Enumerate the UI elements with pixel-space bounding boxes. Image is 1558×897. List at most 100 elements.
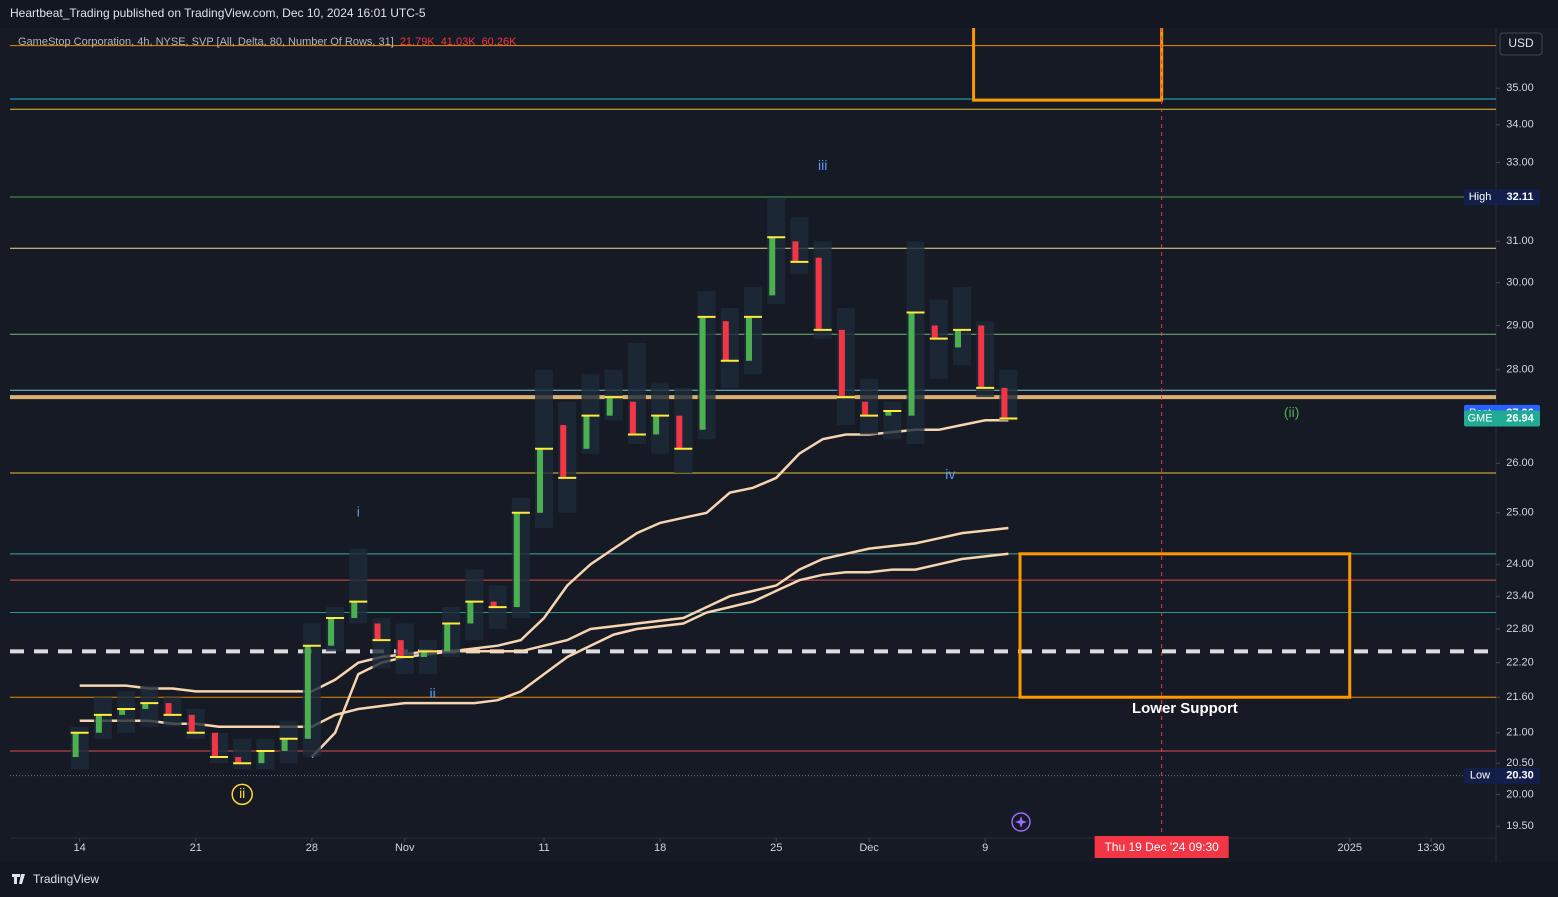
- candle-range: [279, 720, 298, 764]
- star-glyph: [1015, 816, 1027, 828]
- candle-body: [583, 415, 590, 449]
- y-tick-label: 30.00: [1506, 277, 1534, 289]
- candle-body: [722, 321, 729, 361]
- candle-range: [140, 685, 159, 727]
- annotation: iii: [818, 157, 827, 173]
- candle-body: [537, 448, 544, 513]
- x-tick-label: 9: [982, 842, 988, 854]
- x-tick-label: 18: [654, 842, 666, 854]
- candle-body: [815, 257, 822, 330]
- candle-body: [954, 329, 961, 348]
- price-tag: [1464, 188, 1540, 205]
- annotation: (ii): [1284, 404, 1300, 420]
- legend-value: 41.03K: [441, 36, 477, 48]
- header-bar: [0, 0, 1558, 28]
- candle-body: [746, 316, 752, 361]
- candle-body: [560, 425, 567, 478]
- candle-body: [188, 714, 195, 733]
- y-tick-label: 34.00: [1506, 119, 1534, 131]
- candle-body: [931, 325, 938, 339]
- y-tick-label: 35.00: [1506, 82, 1534, 94]
- annotation-circle: [231, 783, 253, 806]
- candle-body: [351, 601, 358, 618]
- vwap-line: [79, 552, 1009, 729]
- footer-text: TradingView: [33, 872, 99, 886]
- x-tick-label: 14: [74, 842, 86, 854]
- candle-body: [444, 623, 451, 652]
- candle-body: [490, 601, 497, 608]
- candle-range: [674, 387, 693, 474]
- plot-area: [10, 28, 1496, 838]
- tv-logo: [12, 874, 25, 884]
- x-tick-label: 2025: [1337, 842, 1361, 854]
- y-tick-label: 20.50: [1506, 757, 1534, 769]
- candle-body: [72, 732, 79, 758]
- price-tag-name: High: [1469, 191, 1492, 203]
- legend-value: 60.26K: [482, 36, 518, 48]
- x-tick-label: Nov: [395, 842, 415, 854]
- price-tag-name: GME: [1467, 412, 1492, 424]
- footer-bar: [0, 862, 1558, 897]
- candle-body: [258, 750, 265, 764]
- x-tick-label: 25: [770, 842, 782, 854]
- candle-range: [233, 738, 252, 770]
- candle-body: [95, 714, 102, 733]
- currency-label: USD: [1508, 36, 1534, 50]
- x-tick-label: 11: [538, 842, 549, 854]
- candle-range: [651, 383, 670, 454]
- candle-body: [1001, 387, 1008, 419]
- candle-body: [606, 397, 613, 416]
- annotation: ii: [429, 685, 435, 701]
- candle-body: [792, 241, 799, 262]
- candle-range: [395, 623, 414, 675]
- annotation: Lower Support: [1132, 700, 1238, 717]
- y-tick-label: 21.00: [1506, 727, 1534, 739]
- candle-body: [676, 415, 683, 449]
- candle-body: [513, 512, 520, 608]
- candle-body: [629, 401, 636, 435]
- header-text: Heartbeat_Trading published on TradingVi…: [10, 6, 426, 20]
- candle-body: [838, 329, 845, 398]
- annotation: ii: [239, 785, 245, 801]
- candle-body: [304, 645, 311, 739]
- y-tick-label: 24.00: [1506, 558, 1534, 570]
- candle-body: [397, 640, 404, 657]
- candle-body: [467, 601, 474, 624]
- candle-body: [420, 651, 427, 657]
- currency-button[interactable]: [1499, 32, 1543, 56]
- candle-body: [142, 703, 149, 709]
- y-tick-label: 22.80: [1506, 623, 1534, 635]
- candle-range: [117, 691, 136, 733]
- y-tick-label: 23.40: [1506, 590, 1534, 602]
- price-tag-value: 20.30: [1506, 769, 1534, 781]
- plot-layer: [10, 28, 1496, 838]
- candle-body: [328, 617, 335, 646]
- candle-body: [653, 415, 660, 435]
- candle-body: [281, 738, 288, 751]
- y-tick-label: 26.00: [1506, 457, 1534, 469]
- candle-range: [860, 378, 879, 435]
- candle-range: [418, 640, 437, 675]
- overlay-layer: GameStop Corporation, 4h, NYSE, SVP [All…: [18, 32, 1543, 858]
- y-tick-label: 25.00: [1506, 507, 1534, 519]
- vwap-line: [79, 526, 1009, 693]
- candle-body: [908, 312, 915, 416]
- price-tag: [1464, 410, 1540, 427]
- x-tick-label: 13:30: [1417, 842, 1445, 854]
- y-tick-label: 20.00: [1506, 788, 1534, 800]
- legend-text: GameStop Corporation, 4h, NYSE, SVP [All…: [18, 36, 394, 48]
- crosshair-label: Thu 19 Dec '24 09:30: [1104, 840, 1219, 854]
- candle-body: [235, 757, 242, 764]
- price-tag-value: 26.94: [1506, 412, 1534, 424]
- candle-body: [119, 708, 126, 715]
- price-tag-value: 32.11: [1507, 191, 1534, 203]
- candle-body: [862, 401, 869, 416]
- annotation: i: [357, 503, 360, 519]
- candle-body: [769, 237, 776, 296]
- price-tag: [1464, 767, 1540, 784]
- candle-range: [883, 401, 902, 440]
- star-icon[interactable]: [1011, 812, 1031, 832]
- y-tick-label: 19.50: [1506, 820, 1534, 832]
